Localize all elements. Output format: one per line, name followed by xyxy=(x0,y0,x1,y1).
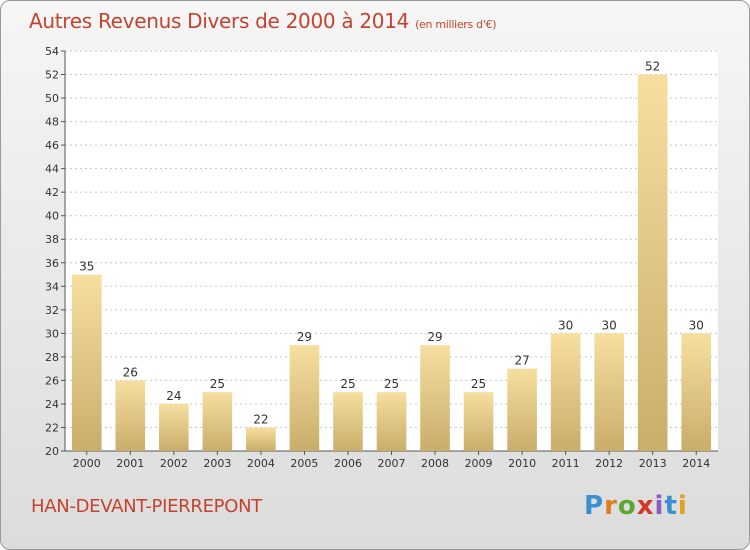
y-tick-label: 46 xyxy=(45,139,59,152)
x-tick-label: 2000 xyxy=(73,457,101,470)
y-tick-label: 48 xyxy=(45,116,59,129)
x-tick-label: 2002 xyxy=(160,457,188,470)
y-tick-label: 36 xyxy=(45,257,59,270)
logo-letter: o xyxy=(617,491,637,521)
x-tick-label: 2013 xyxy=(639,457,667,470)
logo-letter: r xyxy=(604,491,618,521)
x-tick-label: 2006 xyxy=(334,457,362,470)
chart-subtitle: (en milliers d'€) xyxy=(415,18,497,31)
y-tick-label: 20 xyxy=(45,445,59,458)
bar xyxy=(159,403,189,451)
bar xyxy=(681,333,712,451)
x-tick-label: 2009 xyxy=(465,457,493,470)
x-tick-label: 2001 xyxy=(116,457,144,470)
bar xyxy=(289,345,320,451)
logo-letter: i xyxy=(677,491,688,521)
x-tick-label: 2012 xyxy=(595,457,623,470)
data-label: 26 xyxy=(123,365,138,379)
commune-name: HAN-DEVANT-PIERREPONT xyxy=(31,496,262,517)
data-label: 30 xyxy=(558,318,573,332)
y-tick-label: 22 xyxy=(45,421,59,434)
x-tick-label: 2011 xyxy=(552,457,580,470)
x-tick-label: 2010 xyxy=(508,457,536,470)
data-label: 52 xyxy=(645,60,660,74)
bar xyxy=(594,333,624,451)
y-tick-label: 54 xyxy=(45,45,59,58)
y-tick-label: 42 xyxy=(45,186,59,199)
data-label: 27 xyxy=(514,354,529,368)
data-label: 25 xyxy=(471,377,486,391)
y-tick-label: 40 xyxy=(45,210,59,223)
y-tick-label: 44 xyxy=(45,163,59,176)
y-tick-label: 24 xyxy=(45,398,59,411)
x-tick-label: 2008 xyxy=(421,457,449,470)
y-tick-label: 26 xyxy=(45,374,59,387)
bar xyxy=(637,74,668,451)
bar xyxy=(71,274,102,451)
data-label: 35 xyxy=(79,260,94,274)
data-label: 25 xyxy=(340,377,355,391)
logo-letter: t xyxy=(664,491,678,521)
data-label: 24 xyxy=(166,389,181,403)
y-tick-label: 32 xyxy=(45,304,59,317)
data-label: 29 xyxy=(297,330,312,344)
y-tick-label: 34 xyxy=(45,280,59,293)
y-tick-label: 50 xyxy=(45,92,59,105)
x-tick-label: 2003 xyxy=(203,457,231,470)
x-tick-label: 2004 xyxy=(247,457,275,470)
logo-letter: i xyxy=(654,491,665,521)
y-tick-label: 38 xyxy=(45,233,59,246)
bar xyxy=(550,333,581,451)
proxiti-logo: Proxiti xyxy=(584,491,688,521)
y-tick-label: 52 xyxy=(45,69,59,82)
data-label: 25 xyxy=(384,377,399,391)
bar xyxy=(246,427,276,451)
bar xyxy=(420,345,450,451)
logo-letter: P xyxy=(584,491,605,521)
chart-title: Autres Revenus Divers de 2000 à 2014 (en … xyxy=(29,9,497,33)
data-label: 22 xyxy=(253,412,268,426)
y-tick-label: 30 xyxy=(45,327,59,340)
data-label: 30 xyxy=(689,318,704,332)
logo-letter: x xyxy=(636,491,655,521)
data-label: 29 xyxy=(427,330,442,344)
bar xyxy=(376,392,407,451)
bar xyxy=(115,380,146,451)
x-tick-label: 2007 xyxy=(378,457,406,470)
x-tick-label: 2005 xyxy=(290,457,318,470)
y-tick-label: 28 xyxy=(45,351,59,364)
bar xyxy=(507,368,537,451)
bar xyxy=(202,392,233,451)
x-tick-label: 2014 xyxy=(682,457,710,470)
bar xyxy=(333,392,363,451)
bar xyxy=(463,392,494,451)
title-text: Autres Revenus Divers de 2000 à 2014 xyxy=(29,9,410,33)
data-label: 30 xyxy=(602,318,617,332)
data-label: 25 xyxy=(210,377,225,391)
